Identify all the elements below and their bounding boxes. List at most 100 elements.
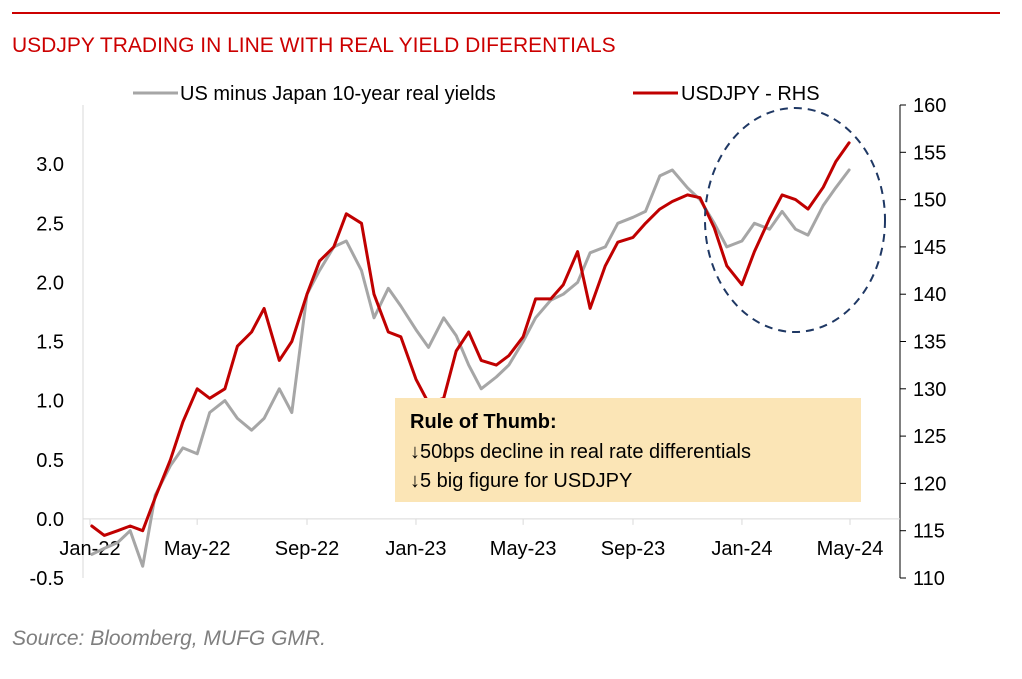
data-point-real-yields-15 — [291, 411, 293, 414]
data-point-usdjpy-12 — [250, 331, 253, 333]
data-point-usdjpy-31 — [508, 354, 510, 357]
data-point-usdjpy-35 — [562, 283, 565, 286]
data-point-real-yields-53 — [807, 234, 809, 236]
series-line-real-yields — [90, 168, 851, 568]
data-point-real-yields-40 — [632, 216, 634, 219]
data-point-usdjpy-42 — [659, 208, 661, 210]
data-point-real-yields-51 — [781, 210, 783, 213]
data-point-real-yields-13 — [263, 417, 265, 420]
data-point-usdjpy-8 — [196, 388, 198, 390]
data-point-real-yields-52 — [794, 228, 797, 230]
y-right-tick-label-5: 135 — [913, 332, 946, 354]
y-right-tick-label-8: 150 — [913, 190, 946, 212]
data-point-usdjpy-21 — [373, 293, 375, 296]
chart-legend: US minus Japan 10-year real yields USDJP… — [133, 83, 820, 105]
data-point-real-yields-36 — [576, 281, 579, 284]
x-tick-label-7: May-24 — [817, 538, 884, 560]
data-point-usdjpy-52 — [794, 198, 797, 201]
data-point-usdjpy-29 — [480, 359, 483, 362]
data-point-usdjpy-15 — [291, 340, 293, 343]
data-point-usdjpy-18 — [333, 246, 335, 248]
x-tick-label-4: May-23 — [490, 538, 557, 560]
data-point-real-yields-43 — [671, 169, 674, 171]
data-point-usdjpy-56 — [848, 142, 850, 144]
data-point-real-yields-31 — [508, 364, 510, 366]
note-line-1: ↓50bps decline in real rate differential… — [410, 441, 751, 463]
data-point-real-yields-54 — [822, 204, 824, 207]
data-point-usdjpy-1 — [103, 534, 106, 537]
y-left-tick-label-1: 0.0 — [36, 509, 64, 531]
data-point-usdjpy-6 — [169, 459, 172, 461]
data-point-real-yields-14 — [278, 388, 281, 390]
data-point-usdjpy-13 — [263, 307, 265, 310]
data-point-usdjpy-38 — [604, 265, 607, 267]
data-point-usdjpy-24 — [415, 378, 417, 381]
data-point-usdjpy-2 — [116, 529, 119, 532]
y-left-tick-label-4: 1.5 — [36, 332, 64, 354]
top-rule — [12, 12, 1000, 14]
data-point-usdjpy-48 — [741, 283, 743, 286]
y-right-tick-label-3: 125 — [913, 426, 946, 448]
data-point-real-yields-56 — [848, 169, 850, 171]
data-point-usdjpy-55 — [834, 161, 837, 163]
data-point-usdjpy-19 — [345, 213, 348, 215]
data-point-real-yields-11 — [236, 417, 239, 420]
data-point-usdjpy-44 — [686, 194, 689, 196]
y-right-tick-label-7: 145 — [913, 237, 946, 259]
data-point-usdjpy-39 — [617, 241, 619, 243]
data-point-usdjpy-3 — [129, 525, 131, 527]
data-point-real-yields-50 — [768, 228, 771, 230]
highlight-ellipse — [704, 107, 886, 333]
data-point-usdjpy-43 — [671, 200, 674, 203]
source-note: Source: Bloomberg, MUFG GMR. — [12, 627, 326, 650]
data-point-usdjpy-20 — [360, 222, 363, 225]
data-point-usdjpy-47 — [726, 265, 728, 267]
data-point-usdjpy-37 — [589, 307, 591, 310]
data-point-real-yields-8 — [196, 453, 198, 455]
data-point-real-yields-49 — [753, 222, 756, 225]
data-point-real-yields-19 — [345, 240, 348, 242]
data-point-real-yields-38 — [604, 246, 607, 248]
data-point-usdjpy-11 — [236, 345, 239, 348]
chart-axes: -0.5 0.0 0.5 1.0 1.5 2.0 2.5 3.0 110 115 120 125 130… — [30, 95, 947, 590]
data-point-real-yields-35 — [562, 293, 565, 296]
y-right-tick-label-4: 130 — [913, 379, 946, 401]
data-point-real-yields-0 — [91, 553, 93, 556]
y-right-tick-label-6: 140 — [913, 284, 946, 306]
data-point-real-yields-24 — [415, 328, 417, 331]
data-point-real-yields-6 — [169, 464, 172, 467]
data-point-usdjpy-9 — [208, 397, 211, 400]
data-point-usdjpy-40 — [632, 236, 634, 239]
data-point-real-yields-22 — [387, 287, 390, 290]
data-point-real-yields-28 — [467, 364, 470, 366]
data-point-usdjpy-7 — [182, 421, 184, 423]
series-layer — [90, 141, 851, 568]
data-point-usdjpy-34 — [550, 298, 552, 300]
data-point-usdjpy-30 — [495, 364, 498, 366]
data-point-usdjpy-22 — [387, 331, 390, 333]
y-left-tick-label-6: 2.5 — [36, 213, 64, 235]
data-point-real-yields-27 — [455, 334, 458, 337]
data-point-real-yields-47 — [726, 246, 728, 248]
data-point-usdjpy-32 — [522, 336, 524, 338]
data-point-usdjpy-51 — [781, 194, 783, 196]
data-point-real-yields-20 — [360, 269, 363, 272]
data-point-real-yields-25 — [427, 346, 430, 349]
data-point-real-yields-2 — [116, 541, 119, 544]
data-point-real-yields-41 — [644, 210, 647, 213]
data-point-usdjpy-27 — [455, 350, 458, 352]
data-point-real-yields-55 — [834, 187, 837, 189]
data-point-usdjpy-53 — [807, 208, 809, 210]
data-point-usdjpy-17 — [318, 260, 321, 262]
y-left-tick-label-5: 2.0 — [36, 272, 64, 294]
data-point-usdjpy-0 — [91, 525, 93, 527]
data-point-usdjpy-28 — [467, 331, 470, 333]
data-point-real-yields-17 — [318, 269, 321, 272]
y-right-tick-label-1: 115 — [913, 521, 945, 543]
y-right-tick-label-9: 155 — [913, 142, 946, 164]
data-point-real-yields-7 — [182, 447, 184, 449]
data-point-real-yields-30 — [495, 376, 498, 378]
legend-label-real-yields: US minus Japan 10-year real yields — [180, 83, 496, 105]
x-tick-label-1: May-22 — [164, 538, 231, 560]
data-point-real-yields-32 — [522, 340, 524, 343]
